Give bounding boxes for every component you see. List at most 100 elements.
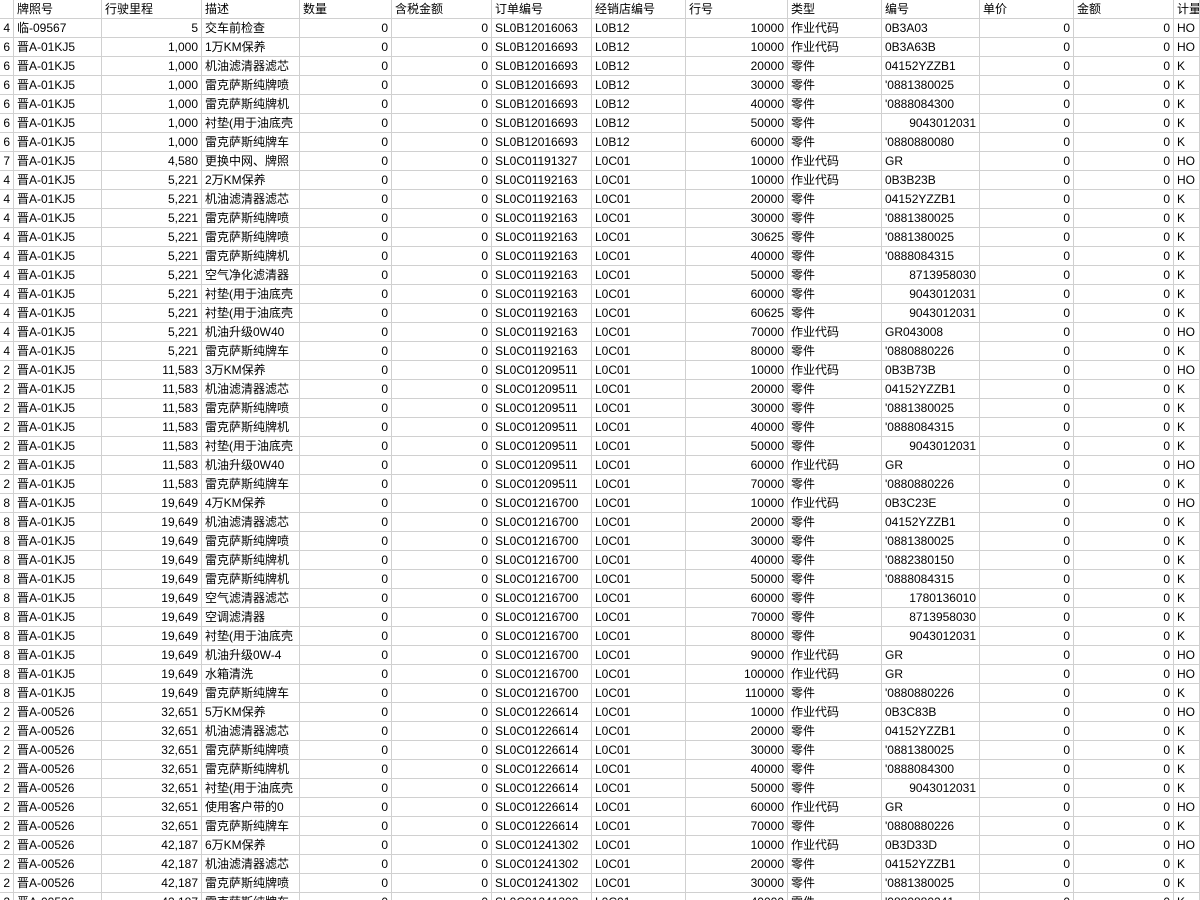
cell[interactable]: 晋A-00526	[14, 874, 102, 893]
table-row[interactable]: 2晋A-01KJ511,583雷克萨斯纯牌车00SL0C01209511L0C0…	[0, 475, 1200, 494]
column-header[interactable]: 单价	[980, 0, 1074, 19]
cell[interactable]: '0881380025	[882, 209, 980, 228]
cell[interactable]: 5,221	[102, 266, 202, 285]
cell[interactable]: 作业代码	[788, 703, 882, 722]
cell[interactable]: K	[1174, 209, 1200, 228]
cell[interactable]: 晋A-00526	[14, 798, 102, 817]
cell[interactable]: SL0C01216700	[492, 513, 592, 532]
cell[interactable]: 零件	[788, 342, 882, 361]
column-header[interactable]: 数量	[300, 0, 392, 19]
cell[interactable]: 10000	[686, 361, 788, 380]
cell[interactable]: 42,187	[102, 855, 202, 874]
cell[interactable]: 零件	[788, 551, 882, 570]
table-row[interactable]: 6晋A-01KJ51,000雷克萨斯纯牌机00SL0B12016693L0B12…	[0, 95, 1200, 114]
cell[interactable]: 0	[1074, 817, 1174, 836]
cell[interactable]: 6	[0, 38, 14, 57]
cell[interactable]: 10000	[686, 38, 788, 57]
cell[interactable]: 0	[1074, 855, 1174, 874]
cell[interactable]: 0	[1074, 19, 1174, 38]
cell[interactable]: HO	[1174, 665, 1200, 684]
cell[interactable]: SL0C01226614	[492, 760, 592, 779]
cell[interactable]: 2	[0, 361, 14, 380]
cell[interactable]: 19,649	[102, 589, 202, 608]
cell[interactable]: 8	[0, 627, 14, 646]
cell[interactable]: 作业代码	[788, 361, 882, 380]
cell[interactable]: 50000	[686, 114, 788, 133]
table-row[interactable]: 8晋A-01KJ519,649空气滤清器滤芯00SL0C01216700L0C0…	[0, 589, 1200, 608]
cell[interactable]: 4	[0, 323, 14, 342]
cell[interactable]: SL0C01216700	[492, 627, 592, 646]
cell[interactable]: L0C01	[592, 380, 686, 399]
cell[interactable]: 32,651	[102, 779, 202, 798]
cell[interactable]: 40000	[686, 893, 788, 900]
cell[interactable]: 雷克萨斯纯牌机	[202, 418, 300, 437]
cell[interactable]: 2	[0, 437, 14, 456]
cell[interactable]: 0	[980, 494, 1074, 513]
cell[interactable]: 04152YZZB1	[882, 380, 980, 399]
cell[interactable]: SL0C01216700	[492, 551, 592, 570]
table-row[interactable]: 2晋A-01KJ511,583衬垫(用于油底壳00SL0C01209511L0C…	[0, 437, 1200, 456]
table-row[interactable]: 2晋A-01KJ511,583雷克萨斯纯牌喷00SL0C01209511L0C0…	[0, 399, 1200, 418]
cell[interactable]: L0C01	[592, 760, 686, 779]
grid-body[interactable]: 4临-095675交车前检查00SL0B12016063L0B1210000作业…	[0, 19, 1200, 900]
column-header[interactable]: 行号	[686, 0, 788, 19]
cell[interactable]: 8	[0, 589, 14, 608]
cell[interactable]: 晋A-00526	[14, 836, 102, 855]
cell[interactable]: 6	[0, 95, 14, 114]
cell[interactable]: 60625	[686, 304, 788, 323]
cell[interactable]: L0C01	[592, 551, 686, 570]
cell[interactable]: 60000	[686, 133, 788, 152]
cell[interactable]: 1,000	[102, 57, 202, 76]
cell[interactable]: 雷克萨斯纯牌喷	[202, 228, 300, 247]
cell[interactable]: SL0C01192163	[492, 209, 592, 228]
cell[interactable]: 4	[0, 304, 14, 323]
cell[interactable]: '0882380150	[882, 551, 980, 570]
cell[interactable]: 5,221	[102, 247, 202, 266]
cell[interactable]: 雷克萨斯纯牌喷	[202, 532, 300, 551]
cell[interactable]: 晋A-01KJ5	[14, 646, 102, 665]
cell[interactable]: 0	[980, 266, 1074, 285]
cell[interactable]: 9043012031	[882, 437, 980, 456]
cell[interactable]: 0	[392, 114, 492, 133]
cell[interactable]: 50000	[686, 779, 788, 798]
cell[interactable]: 9043012031	[882, 114, 980, 133]
cell[interactable]: 晋A-01KJ5	[14, 665, 102, 684]
column-header[interactable]: 牌照号	[14, 0, 102, 19]
cell[interactable]: 0	[1074, 551, 1174, 570]
cell[interactable]: '0888084315	[882, 247, 980, 266]
cell[interactable]: 0	[300, 399, 392, 418]
table-row[interactable]: 4晋A-01KJ55,2212万KM保养00SL0C01192163L0C011…	[0, 171, 1200, 190]
cell[interactable]: 32,651	[102, 722, 202, 741]
cell[interactable]: 1,000	[102, 76, 202, 95]
cell[interactable]: 0	[392, 589, 492, 608]
cell[interactable]: 衬垫(用于油底壳	[202, 285, 300, 304]
cell[interactable]: 晋A-00526	[14, 817, 102, 836]
cell[interactable]: 晋A-01KJ5	[14, 570, 102, 589]
cell[interactable]: 0	[1074, 741, 1174, 760]
cell[interactable]: 0	[392, 798, 492, 817]
cell[interactable]: 0	[1074, 437, 1174, 456]
cell[interactable]: 机油滤清器滤芯	[202, 855, 300, 874]
cell[interactable]: K	[1174, 684, 1200, 703]
cell[interactable]: K	[1174, 551, 1200, 570]
cell[interactable]: SL0C01192163	[492, 190, 592, 209]
cell[interactable]: 0	[980, 76, 1074, 95]
cell[interactable]: 80000	[686, 627, 788, 646]
cell[interactable]: 零件	[788, 532, 882, 551]
cell[interactable]: 0	[980, 608, 1074, 627]
column-header[interactable]: 订单编号	[492, 0, 592, 19]
cell[interactable]: 10000	[686, 494, 788, 513]
cell[interactable]: 5,221	[102, 304, 202, 323]
cell[interactable]: SL0C01226614	[492, 741, 592, 760]
cell[interactable]: 0	[300, 874, 392, 893]
cell[interactable]: 作业代码	[788, 646, 882, 665]
cell[interactable]: 0	[980, 95, 1074, 114]
cell[interactable]: SL0C01241302	[492, 836, 592, 855]
cell[interactable]: 6万KM保养	[202, 836, 300, 855]
cell[interactable]: 0	[980, 817, 1074, 836]
cell[interactable]: 零件	[788, 418, 882, 437]
table-row[interactable]: 7晋A-01KJ54,580更换中网、牌照00SL0C01191327L0C01…	[0, 152, 1200, 171]
cell[interactable]: 零件	[788, 722, 882, 741]
cell[interactable]: 0	[980, 418, 1074, 437]
cell[interactable]: 晋A-01KJ5	[14, 475, 102, 494]
